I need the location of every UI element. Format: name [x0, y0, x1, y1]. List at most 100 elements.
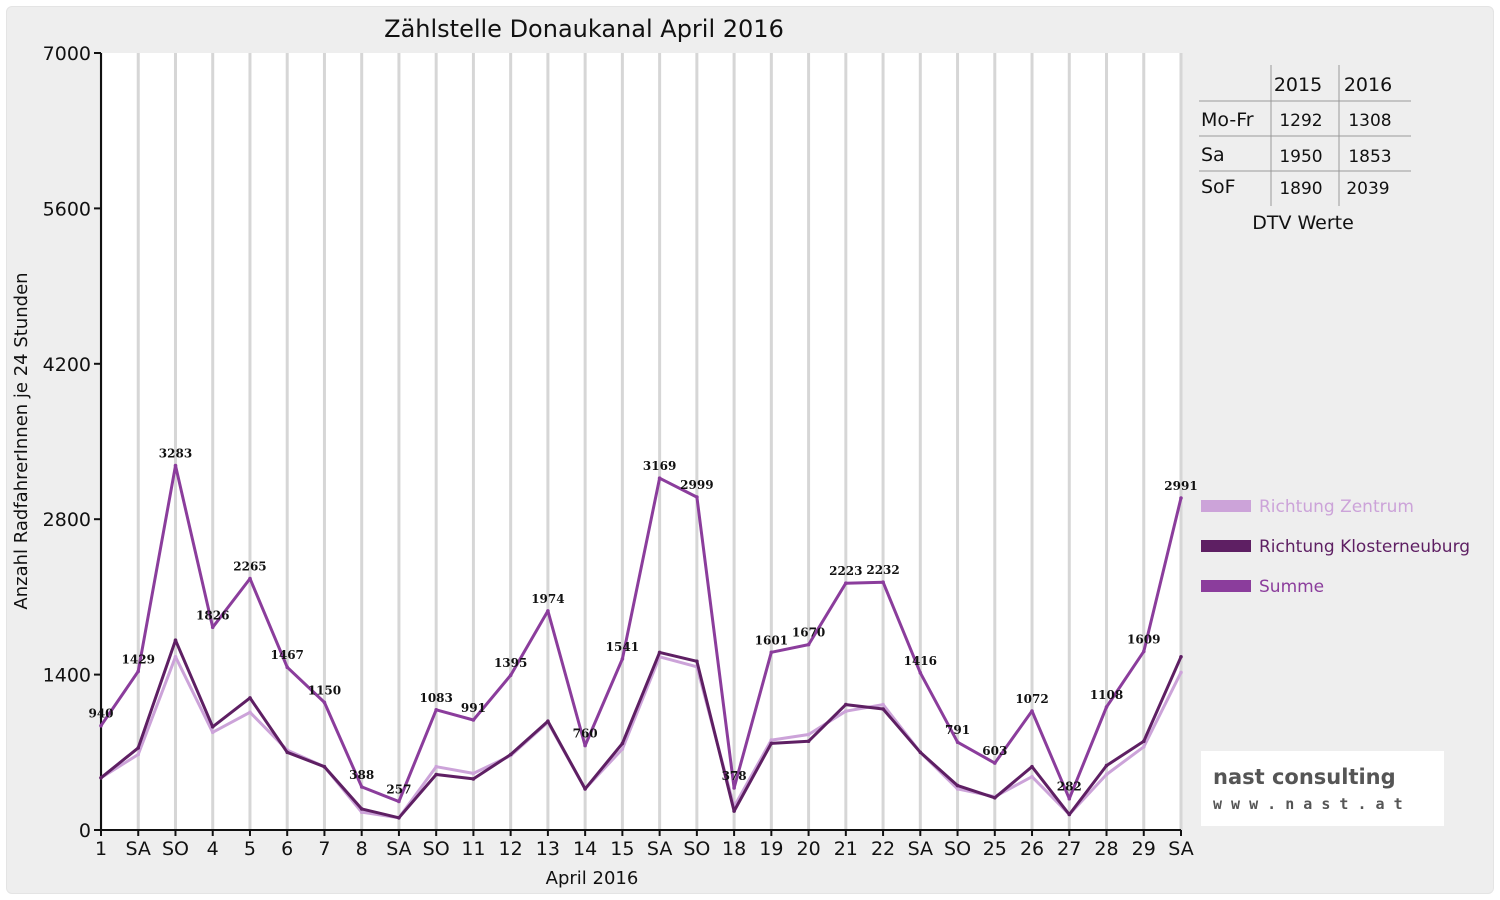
data-point	[173, 463, 178, 468]
data-point	[620, 747, 625, 751]
y-tick-label: 5600	[43, 198, 91, 220]
data-point	[844, 709, 848, 713]
y-tick-label: 0	[79, 820, 91, 842]
data-point	[806, 642, 811, 647]
data-point	[657, 650, 662, 655]
data-point	[769, 738, 774, 742]
data-point	[881, 580, 885, 584]
x-tick-label: 13	[536, 838, 560, 860]
data-point	[806, 739, 811, 743]
logo-line1: nast consulting	[1213, 765, 1396, 789]
data-point	[1179, 655, 1183, 659]
data-label: 1826	[196, 608, 229, 622]
data-point	[434, 772, 439, 777]
dtv-caption: DTV Werte	[1252, 212, 1354, 234]
dtv-header-2015: 2015	[1274, 74, 1322, 96]
data-point	[1067, 796, 1072, 801]
data-label: 2223	[829, 564, 862, 578]
data-point	[248, 710, 252, 715]
data-point	[695, 495, 699, 499]
data-label: 378	[722, 769, 747, 783]
data-point	[1030, 764, 1034, 769]
data-label: 3283	[159, 447, 192, 461]
data-label: 1601	[755, 633, 788, 647]
data-point	[210, 725, 215, 729]
data-point	[471, 718, 476, 722]
data-point	[844, 702, 848, 707]
data-point	[1104, 763, 1109, 768]
data-label: 388	[349, 768, 374, 782]
data-label: 257	[386, 782, 411, 796]
data-point	[285, 750, 290, 755]
legend-entry: Summe	[1259, 577, 1324, 597]
data-point	[918, 750, 923, 755]
logo-line2: w w w . n a s t . a t	[1213, 795, 1403, 813]
data-label: 1150	[308, 683, 341, 697]
data-point	[99, 776, 103, 780]
data-label: 791	[945, 723, 970, 737]
data-point	[1030, 709, 1034, 713]
data-label: 1429	[122, 652, 155, 666]
data-label: 2265	[233, 560, 266, 574]
data-point	[620, 657, 625, 661]
data-point	[620, 741, 625, 746]
data-point	[210, 730, 215, 735]
data-point	[918, 671, 923, 675]
data-point	[583, 743, 587, 748]
data-point	[322, 764, 327, 769]
data-label: 1083	[419, 691, 452, 705]
data-label: 760	[573, 727, 598, 741]
data-label: 282	[1057, 780, 1082, 794]
data-point	[136, 669, 140, 674]
x-tick-label: SA	[908, 838, 933, 860]
dtv-value: 1890	[1279, 179, 1322, 199]
data-point	[359, 785, 364, 789]
x-tick-label: 28	[1094, 838, 1118, 860]
data-point	[1104, 705, 1109, 709]
data-point	[844, 581, 848, 585]
data-label: 3169	[643, 459, 676, 473]
data-point	[955, 783, 960, 788]
data-point	[508, 752, 513, 757]
x-tick-label: SA	[647, 838, 672, 860]
data-label: 991	[461, 701, 486, 715]
data-label: 1609	[1127, 632, 1160, 646]
data-point	[508, 673, 513, 677]
y-axis-title: Anzahl RadfahrerInnen je 24 Stunden	[11, 272, 32, 609]
data-point	[248, 696, 252, 700]
data-point	[210, 625, 215, 630]
data-point	[993, 796, 997, 800]
axes: 0 1400 2800 4200 5600 7000 1 SA SO 4 5 6 7 8 SA SO 11 12 1…	[43, 43, 1194, 860]
series-line	[100, 638, 1183, 820]
line-chart: Zählstelle Donaukanal April 2016 0 1400 28…	[11, 15, 1470, 889]
x-tick-label: SA	[386, 838, 411, 860]
dtv-table: 2015 2016 Mo-Fr 1292 1308 Sa 1950 1853 S…	[1199, 65, 1411, 234]
data-point	[1179, 496, 1183, 500]
data-label: 1416	[904, 654, 937, 668]
data-point	[397, 816, 401, 820]
data-point	[1104, 772, 1109, 777]
x-tick-label: 7	[318, 838, 330, 860]
grid-lines	[99, 53, 1183, 830]
x-tick-label: 11	[461, 838, 485, 860]
chart-title: Zählstelle Donaukanal April 2016	[384, 15, 784, 43]
x-tick-label: 29	[1132, 838, 1156, 860]
data-label: 1974	[531, 592, 564, 606]
data-point	[955, 787, 960, 791]
chart-frame: Zählstelle Donaukanal April 2016 0 1400 28…	[6, 6, 1494, 894]
x-tick-label: 19	[759, 838, 783, 860]
data-point	[993, 761, 997, 765]
x-tick-label: 27	[1057, 838, 1081, 860]
data-label: 2991	[1164, 479, 1197, 493]
dtv-value: 1853	[1348, 147, 1391, 167]
x-tick-label: 6	[281, 838, 293, 860]
data-point	[1142, 649, 1146, 654]
dtv-row-label: Sa	[1201, 144, 1225, 166]
data-label: 1395	[494, 656, 527, 670]
data-label: 940	[88, 707, 113, 721]
data-label: 1670	[792, 626, 825, 640]
legend-swatch	[1201, 540, 1251, 552]
x-tick-label: 18	[722, 838, 746, 860]
x-tick-label: 14	[573, 838, 597, 860]
x-tick-label: SA	[126, 838, 151, 860]
